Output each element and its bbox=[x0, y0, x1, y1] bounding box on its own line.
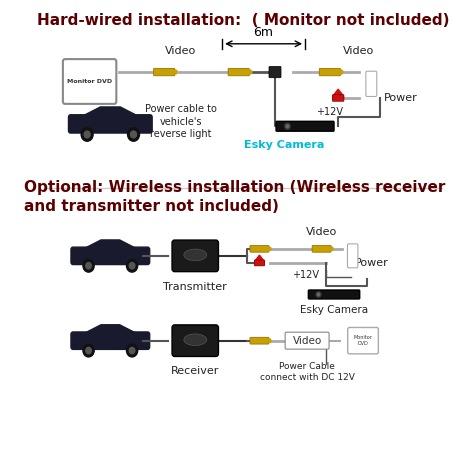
Text: Video: Video bbox=[306, 227, 337, 237]
Circle shape bbox=[86, 263, 91, 269]
FancyBboxPatch shape bbox=[172, 325, 219, 356]
FancyBboxPatch shape bbox=[71, 247, 150, 264]
Text: Video: Video bbox=[292, 336, 322, 346]
Text: Transmitter: Transmitter bbox=[164, 282, 227, 292]
Text: +12V: +12V bbox=[292, 270, 319, 280]
FancyBboxPatch shape bbox=[309, 290, 360, 299]
Text: 6m: 6m bbox=[254, 26, 273, 39]
Circle shape bbox=[127, 344, 137, 357]
FancyBboxPatch shape bbox=[250, 337, 269, 344]
FancyBboxPatch shape bbox=[348, 328, 378, 354]
Circle shape bbox=[128, 128, 139, 141]
Text: Monitor DVD: Monitor DVD bbox=[67, 79, 112, 84]
FancyBboxPatch shape bbox=[172, 240, 219, 272]
Circle shape bbox=[81, 128, 93, 141]
Circle shape bbox=[268, 339, 271, 342]
Circle shape bbox=[84, 131, 90, 138]
Text: Power: Power bbox=[384, 93, 418, 103]
Text: Esky Camera: Esky Camera bbox=[300, 305, 368, 315]
Polygon shape bbox=[82, 240, 138, 262]
Polygon shape bbox=[333, 89, 344, 100]
Text: Hard-wired installation:  ( Monitor not included): Hard-wired installation: ( Monitor not i… bbox=[36, 13, 449, 28]
Text: Esky Camera: Esky Camera bbox=[244, 140, 325, 150]
Circle shape bbox=[339, 70, 343, 74]
Text: Power Cable
connect with DC 12V: Power Cable connect with DC 12V bbox=[260, 362, 355, 382]
FancyBboxPatch shape bbox=[332, 95, 344, 101]
Text: Video: Video bbox=[343, 46, 374, 55]
Text: Power cable to
vehicle's
reverse light: Power cable to vehicle's reverse light bbox=[145, 104, 217, 139]
Circle shape bbox=[316, 292, 321, 297]
FancyBboxPatch shape bbox=[269, 66, 281, 78]
Circle shape bbox=[86, 347, 91, 354]
FancyBboxPatch shape bbox=[319, 68, 341, 76]
Text: Optional: Wireless installation (Wireless receiver
and transmitter not included): Optional: Wireless installation (Wireles… bbox=[24, 180, 445, 214]
FancyBboxPatch shape bbox=[276, 121, 334, 131]
Circle shape bbox=[317, 293, 320, 296]
FancyBboxPatch shape bbox=[347, 244, 358, 268]
Ellipse shape bbox=[184, 334, 207, 346]
Circle shape bbox=[330, 247, 333, 251]
FancyBboxPatch shape bbox=[71, 332, 150, 349]
Circle shape bbox=[268, 247, 271, 251]
Circle shape bbox=[248, 70, 252, 74]
Polygon shape bbox=[81, 107, 140, 131]
Circle shape bbox=[83, 259, 94, 272]
Circle shape bbox=[129, 347, 135, 354]
Text: Monitor
DVD: Monitor DVD bbox=[354, 335, 373, 346]
FancyBboxPatch shape bbox=[68, 115, 152, 133]
FancyBboxPatch shape bbox=[285, 332, 329, 349]
Text: Receiver: Receiver bbox=[171, 365, 219, 375]
Circle shape bbox=[83, 344, 94, 357]
Circle shape bbox=[284, 123, 290, 129]
FancyBboxPatch shape bbox=[250, 246, 269, 252]
Circle shape bbox=[286, 125, 289, 128]
Circle shape bbox=[173, 70, 177, 74]
FancyBboxPatch shape bbox=[255, 260, 264, 266]
Text: Video: Video bbox=[165, 46, 196, 55]
Text: +12V: +12V bbox=[316, 108, 343, 118]
FancyBboxPatch shape bbox=[154, 68, 175, 76]
FancyBboxPatch shape bbox=[366, 71, 377, 97]
Ellipse shape bbox=[184, 249, 207, 261]
FancyBboxPatch shape bbox=[228, 68, 249, 76]
FancyBboxPatch shape bbox=[63, 59, 116, 104]
Circle shape bbox=[130, 131, 137, 138]
Circle shape bbox=[127, 259, 137, 272]
Polygon shape bbox=[255, 255, 264, 264]
Circle shape bbox=[129, 263, 135, 269]
FancyBboxPatch shape bbox=[312, 246, 331, 252]
Polygon shape bbox=[82, 325, 138, 347]
Text: Power: Power bbox=[355, 258, 389, 268]
